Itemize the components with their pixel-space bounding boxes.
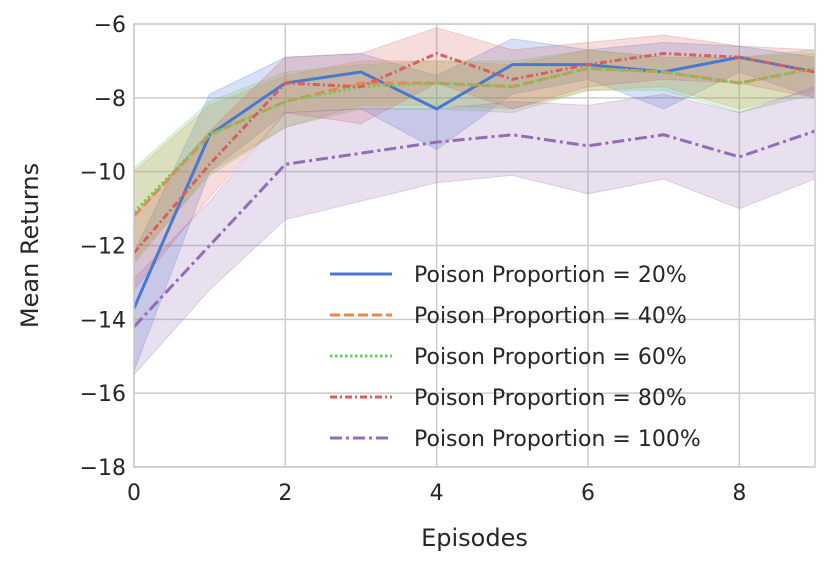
legend-label-poison-proportion-40: Poison Proportion = 40% bbox=[414, 304, 687, 329]
y-tick-label: −8 bbox=[94, 87, 126, 112]
x-tick-labels: 0 2 4 6 8 bbox=[127, 481, 746, 506]
y-tick-label: −6 bbox=[94, 13, 126, 38]
y-tick-label: −12 bbox=[80, 235, 126, 260]
y-tick-label: −14 bbox=[80, 308, 126, 333]
y-tick-label: −10 bbox=[80, 161, 126, 186]
legend: Poison Proportion = 20% Poison Proportion… bbox=[330, 263, 701, 452]
line-poison-proportion-60 bbox=[132, 66, 816, 214]
legend-label-poison-proportion-60: Poison Proportion = 60% bbox=[414, 345, 687, 370]
x-tick-label: 0 bbox=[127, 481, 141, 506]
series-lines bbox=[132, 52, 816, 328]
x-axis-label: Episodes bbox=[421, 524, 528, 552]
y-tick-label: −18 bbox=[80, 456, 126, 481]
x-tick-label: 8 bbox=[732, 481, 746, 506]
line-poison-proportion-100 bbox=[132, 129, 816, 328]
y-tick-labels: −18 −16 −14 −12 −10 −8 −6 bbox=[80, 13, 126, 481]
y-axis-label: Mean Returns bbox=[16, 163, 44, 328]
y-tick-label: −16 bbox=[80, 382, 126, 407]
legend-label-poison-proportion-100: Poison Proportion = 100% bbox=[414, 427, 701, 452]
x-tick-label: 4 bbox=[430, 481, 444, 506]
grid-lines bbox=[133, 23, 815, 468]
plot-frame bbox=[133, 23, 816, 468]
line-poison-proportion-20 bbox=[132, 55, 816, 309]
x-tick-label: 6 bbox=[581, 481, 595, 506]
legend-label-poison-proportion-20: Poison Proportion = 20% bbox=[414, 263, 687, 288]
x-tick-label: 2 bbox=[278, 481, 292, 506]
legend-label-poison-proportion-80: Poison Proportion = 80% bbox=[414, 386, 687, 411]
line-poison-proportion-80 bbox=[132, 52, 816, 254]
